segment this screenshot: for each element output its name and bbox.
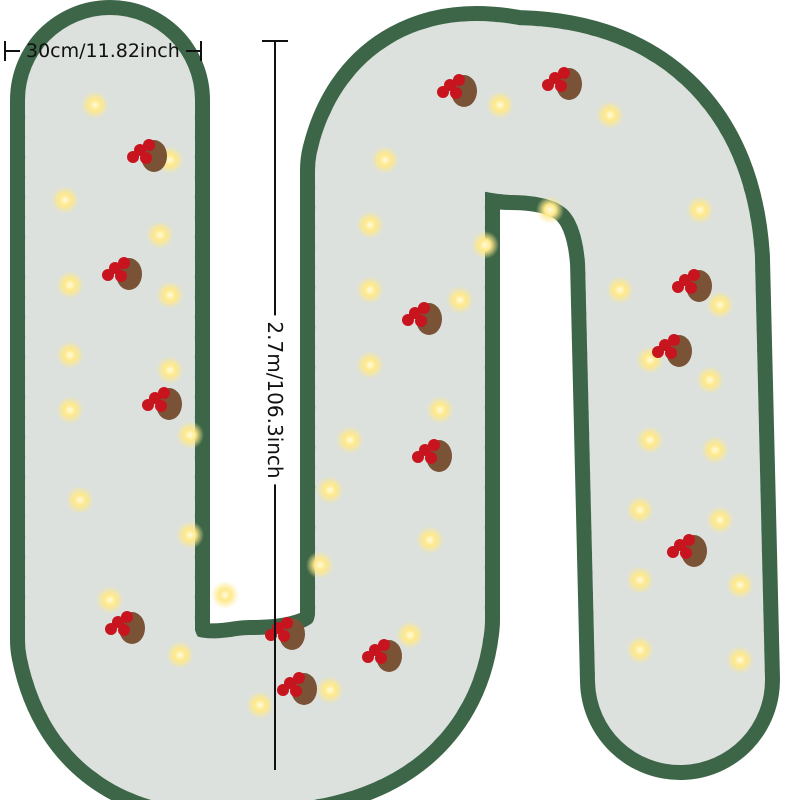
light	[701, 436, 729, 464]
berry	[127, 151, 139, 163]
berry	[143, 139, 155, 151]
light	[396, 621, 424, 649]
light	[156, 281, 184, 309]
light	[336, 426, 364, 454]
light	[66, 486, 94, 514]
light	[606, 276, 634, 304]
berry	[672, 281, 684, 293]
berry	[102, 269, 114, 281]
berries	[102, 67, 712, 705]
berry	[378, 639, 390, 651]
light	[211, 581, 239, 609]
berry	[118, 624, 130, 636]
light	[706, 506, 734, 534]
light	[726, 646, 754, 674]
light	[446, 286, 474, 314]
light	[626, 566, 654, 594]
light	[306, 551, 334, 579]
berry	[652, 346, 664, 358]
light	[356, 211, 384, 239]
light	[626, 636, 654, 664]
berry	[542, 79, 554, 91]
light	[371, 146, 399, 174]
light	[536, 196, 564, 224]
light	[596, 101, 624, 129]
light	[51, 186, 79, 214]
width-label: 30cm/11.82inch	[26, 40, 180, 62]
light	[146, 221, 174, 249]
light	[686, 196, 714, 224]
width-dimension: 30cm/11.82inch	[4, 36, 202, 66]
berry	[667, 546, 679, 558]
berry	[668, 334, 680, 346]
berry	[290, 685, 302, 697]
berry	[428, 439, 440, 451]
light	[96, 586, 124, 614]
light	[81, 91, 109, 119]
light	[626, 496, 654, 524]
berry	[688, 269, 700, 281]
berry	[118, 257, 130, 269]
berry	[375, 652, 387, 664]
berry	[115, 270, 127, 282]
berry	[418, 302, 430, 314]
length-label: 2.7m/106.3inch	[263, 315, 287, 485]
light	[176, 521, 204, 549]
light	[356, 351, 384, 379]
berry	[425, 452, 437, 464]
lights	[51, 91, 754, 719]
berry	[555, 80, 567, 92]
berry	[121, 611, 133, 623]
light	[726, 571, 754, 599]
berry	[278, 630, 290, 642]
light	[316, 476, 344, 504]
berry	[683, 534, 695, 546]
light	[176, 421, 204, 449]
light	[56, 396, 84, 424]
berry	[685, 282, 697, 294]
berry	[415, 315, 427, 327]
berry	[437, 86, 449, 98]
berry	[665, 347, 677, 359]
light	[696, 366, 724, 394]
berry	[142, 399, 154, 411]
berry	[558, 67, 570, 79]
berry	[105, 623, 117, 635]
berry	[412, 451, 424, 463]
light	[246, 691, 274, 719]
light	[356, 276, 384, 304]
light	[166, 641, 194, 669]
berry	[293, 672, 305, 684]
berry	[158, 387, 170, 399]
light	[56, 271, 84, 299]
berry	[450, 87, 462, 99]
light	[706, 291, 734, 319]
berry	[277, 684, 289, 696]
berry	[281, 617, 293, 629]
light	[636, 426, 664, 454]
light	[416, 526, 444, 554]
berry	[362, 651, 374, 663]
light	[471, 231, 499, 259]
garland-snow	[25, 15, 765, 800]
light	[486, 91, 514, 119]
berry	[680, 547, 692, 559]
light	[426, 396, 454, 424]
berry	[402, 314, 414, 326]
berry	[140, 152, 152, 164]
berry	[155, 400, 167, 412]
light	[316, 676, 344, 704]
berry	[453, 74, 465, 86]
light	[56, 341, 84, 369]
light	[156, 356, 184, 384]
